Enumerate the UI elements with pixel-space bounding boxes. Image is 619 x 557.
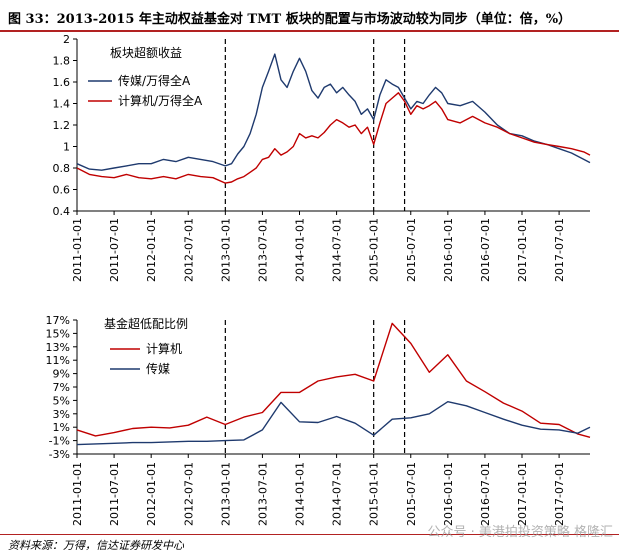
x-tick-label: 2013-07-01 <box>256 218 269 282</box>
y-tick-label: 1 <box>63 141 70 154</box>
y-tick-label: 13% <box>46 341 70 354</box>
x-tick-label: 2017-07-01 <box>553 462 566 526</box>
x-tick-label: 2014-01-01 <box>294 218 307 282</box>
x-tick-label: 2011-07-01 <box>108 218 121 282</box>
y-tick-label: 0.4 <box>53 205 71 218</box>
legend-label: 传媒/万得全A <box>118 73 191 88</box>
series-line-2 <box>76 401 591 446</box>
series-line-2 <box>76 92 591 184</box>
x-tick-label: 2014-01-01 <box>294 462 307 526</box>
top-chart-excess-return: 0.4 0.6 0.8 1 1.2 1.4 1.6 1.8 2 2011-01-01 2011-07… <box>53 33 591 282</box>
x-tick-label: 2016-01-01 <box>442 218 455 282</box>
x-tick-label: 2015-07-01 <box>405 462 418 526</box>
x-tick-label: 2016-07-01 <box>479 462 492 526</box>
y-tick-label: -1% <box>49 435 70 448</box>
chart-title: 板块超额收益 <box>110 45 182 60</box>
figure-title: 图 33：2013-2015 年主动权益基金对 TMT 板块的配置与市场波动较为… <box>8 12 572 27</box>
y-tick-label: 1.6 <box>53 76 71 89</box>
y-tick-label: 7% <box>53 381 70 394</box>
y-tick-label: 0.8 <box>53 162 71 175</box>
y-tick-label: 1.2 <box>53 119 71 132</box>
y-tick-label: 1% <box>53 421 70 434</box>
x-tick-label: 2011-07-01 <box>108 462 121 526</box>
y-tick-label: 3% <box>53 408 70 421</box>
chart-title: 基金超低配比例 <box>104 316 188 331</box>
series-line-1 <box>76 322 591 438</box>
x-tick-label: 2013-01-01 <box>219 462 232 526</box>
y-tick-label: 15% <box>46 327 70 340</box>
y-tick-label: 5% <box>53 394 70 407</box>
y-tick-label: 9% <box>53 368 70 381</box>
x-tick-label: 2016-07-01 <box>479 218 492 282</box>
x-tick-label: 2012-07-01 <box>182 218 195 282</box>
source-note: 资料来源：万得，信达证券研发中心 <box>8 539 184 552</box>
watermark: 公众号 · 美港拍投资策略 格隆汇 <box>427 525 613 540</box>
y-tick-label: 1.4 <box>53 98 71 111</box>
y-tick-label: 11% <box>46 354 70 367</box>
y-tick-label: 17% <box>46 314 70 327</box>
y-tick-label: 0.6 <box>53 184 71 197</box>
x-tick-label: 2017-07-01 <box>553 218 566 282</box>
x-tick-label: 2015-07-01 <box>405 218 418 282</box>
x-tick-label: 2014-07-01 <box>331 218 344 282</box>
x-tick-label: 2017-01-01 <box>516 462 529 526</box>
x-tick-label: 2011-01-01 <box>71 462 84 526</box>
x-tick-label: 2012-07-01 <box>182 462 195 526</box>
series-line-1 <box>76 53 591 171</box>
title-rule <box>0 30 619 32</box>
legend-label: 计算机 <box>146 341 182 356</box>
x-tick-label: 2014-07-01 <box>331 462 344 526</box>
x-tick-label: 2011-01-01 <box>71 218 84 282</box>
legend-label: 计算机/万得全A <box>118 93 203 108</box>
x-tick-label: 2012-01-01 <box>145 218 158 282</box>
bottom-rule <box>0 534 619 535</box>
y-tick-label: 2 <box>63 33 70 46</box>
x-tick-label: 2017-01-01 <box>516 218 529 282</box>
y-tick-label: -3% <box>49 448 70 461</box>
legend-label: 传媒 <box>146 361 170 376</box>
x-tick-label: 2016-01-01 <box>442 462 455 526</box>
x-tick-label: 2012-01-01 <box>145 462 158 526</box>
bottom-chart-allocation-ratio: -3%-1%1%3%5%7%9%11%13%15%17% 2011-01-01 20… <box>46 314 591 526</box>
x-tick-label: 2015-01-01 <box>368 218 381 282</box>
x-tick-label: 2013-01-01 <box>219 218 232 282</box>
x-tick-label: 2015-01-01 <box>368 462 381 526</box>
y-tick-label: 1.8 <box>53 55 71 68</box>
x-tick-label: 2013-07-01 <box>256 462 269 526</box>
